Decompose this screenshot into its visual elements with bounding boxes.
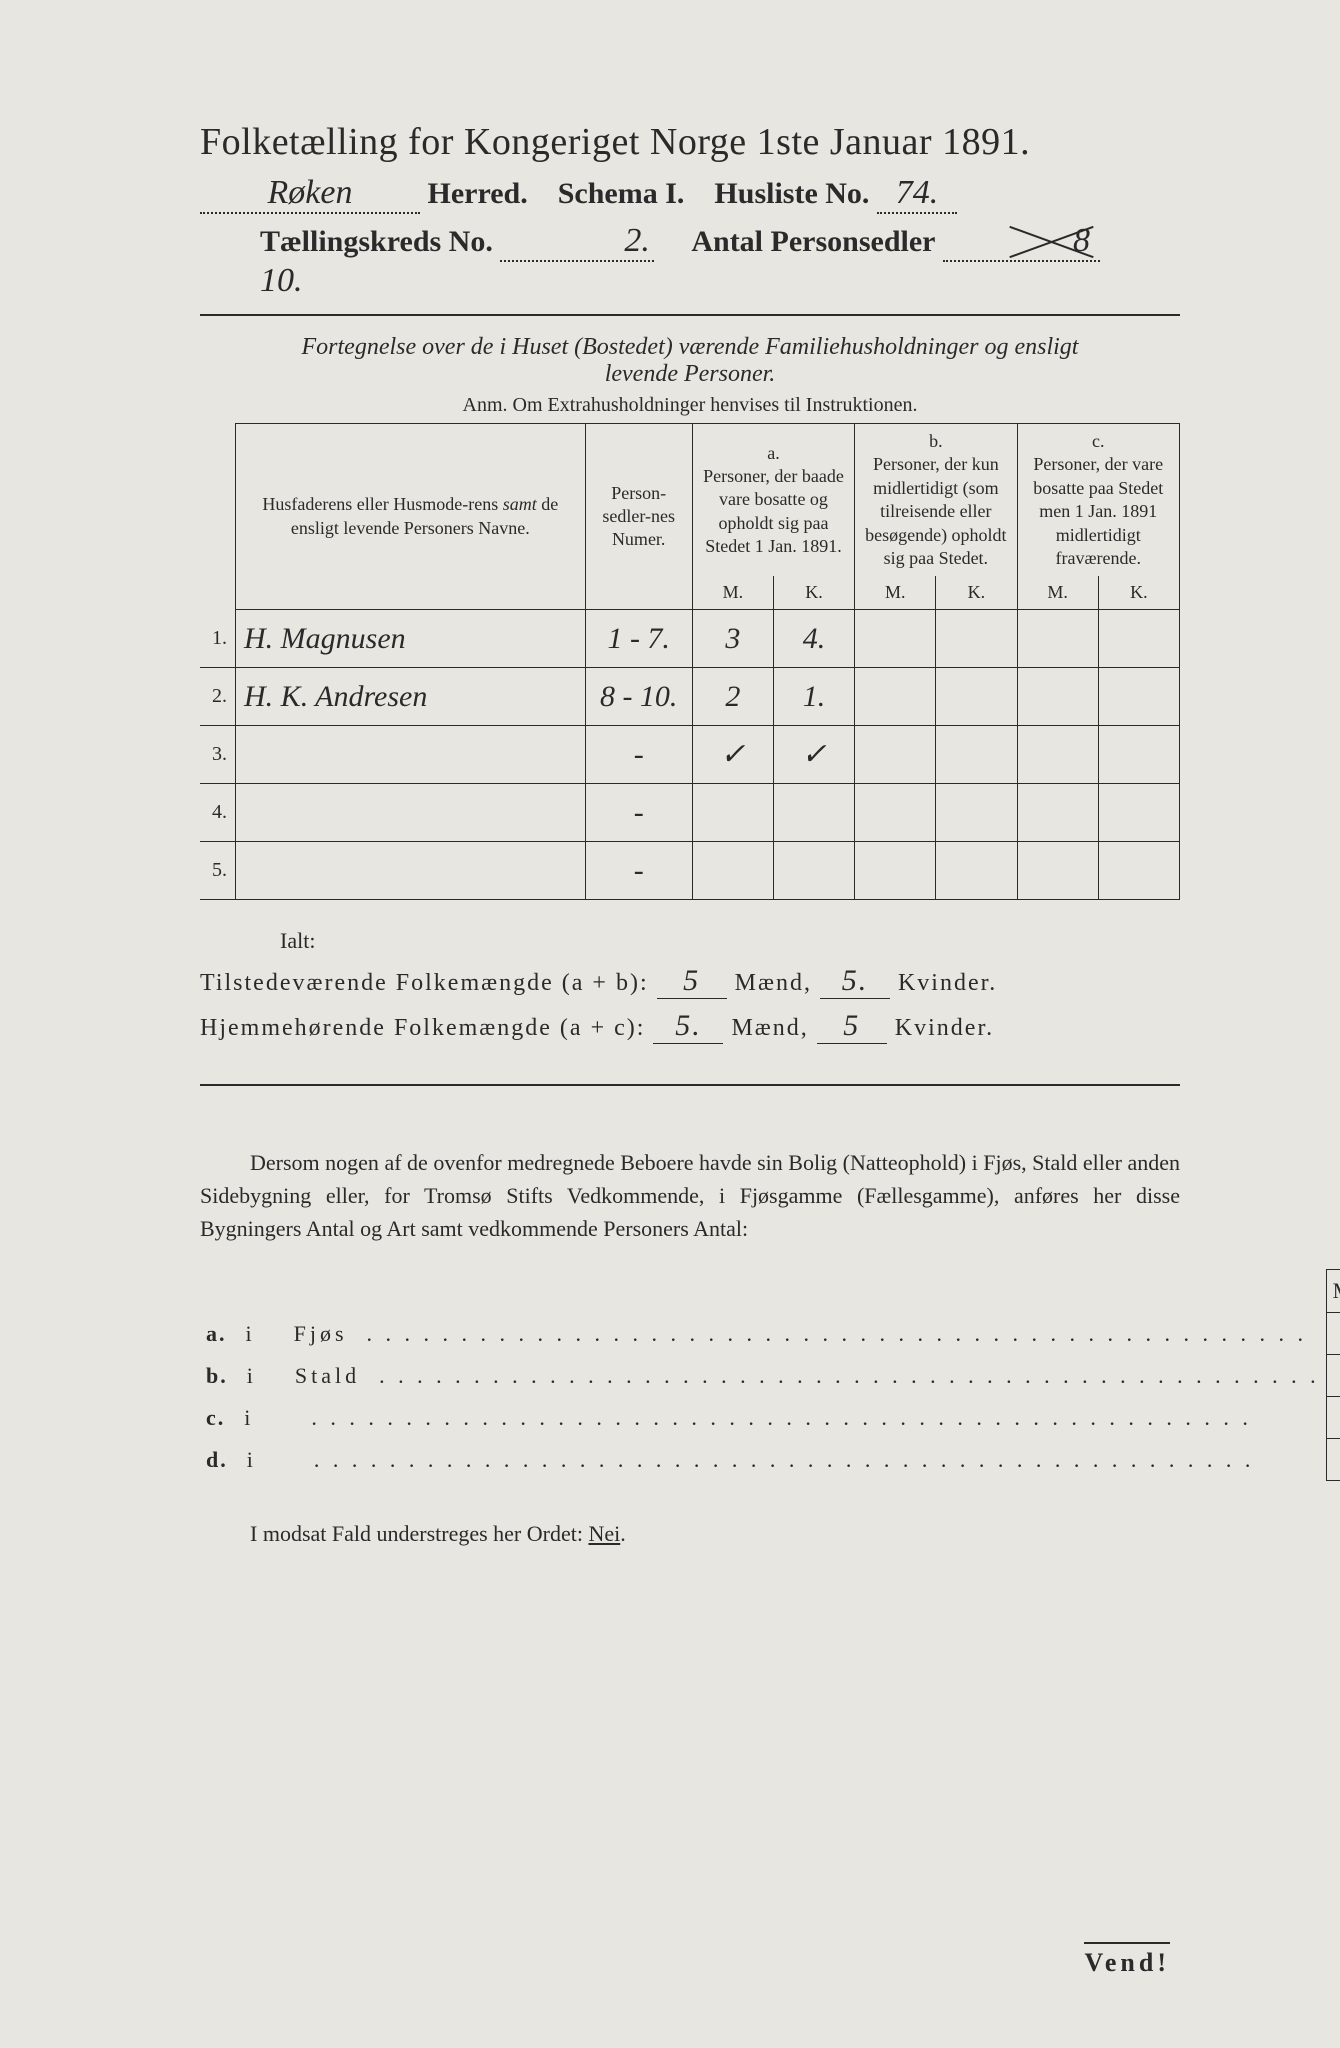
row-bk [936, 784, 1017, 842]
lower-m [1326, 1439, 1340, 1481]
nei-line: I modsat Fald understreges her Ordet: Ne… [200, 1521, 1180, 1547]
household-table: Husfaderens eller Husmode-rens samt de e… [200, 423, 1180, 900]
row-name [236, 842, 586, 900]
row-bk [936, 610, 1017, 668]
table-row: 1.H. Magnusen1 - 7.34. [200, 610, 1180, 668]
totals-block: Ialt: Tilstedeværende Folkemængde (a + b… [200, 928, 1180, 1044]
herred-value: Røken [200, 174, 420, 214]
lower-m [1326, 1397, 1340, 1439]
lower-row: a. i Fjøs . . . . . . . . . . . . . . . … [200, 1313, 1340, 1355]
tilstede-k: 5. [820, 964, 890, 999]
hjemme-k: 5 [817, 1009, 887, 1044]
ialt-label: Ialt: [200, 928, 1180, 954]
row-bm [855, 610, 936, 668]
row-bk [936, 842, 1017, 900]
husliste-label: Husliste No. [714, 177, 869, 210]
row-bk [936, 726, 1017, 784]
title-year: 1891. [942, 121, 1030, 163]
lower-head-m: Mænd. [1326, 1270, 1340, 1313]
divider [200, 314, 1180, 316]
col-b-header: b. Personer, der kun midlertidigt (som t… [855, 424, 1017, 577]
lower-m [1326, 1355, 1340, 1397]
title-text: Folketælling for Kongeriget Norge 1ste J… [200, 121, 932, 163]
lower-table: Mænd. Kvinder. a. i Fjøs . . . . . . . .… [200, 1269, 1340, 1481]
divider-2 [200, 1084, 1180, 1086]
vend-label: Vend! [1084, 1942, 1170, 1978]
row-ck [1098, 842, 1179, 900]
table-row: 5.- [200, 842, 1180, 900]
row-cm [1017, 726, 1098, 784]
row-num: 1 - 7. [585, 610, 692, 668]
husliste-value: 74. [877, 174, 957, 214]
antal-label: Antal Personsedler [691, 225, 935, 258]
col-c-header: c. Personer, der vare bosatte paa Stedet… [1017, 424, 1179, 577]
c-k: K. [1098, 576, 1179, 610]
kreds-line: Tællingskreds No. 2. Antal Personsedler … [200, 222, 1180, 300]
col-a-header: a. Personer, der baade vare bosatte og o… [692, 424, 854, 577]
row-name: H. K. Andresen [236, 668, 586, 726]
row-am: 2 [692, 668, 773, 726]
kreds-value: 2. [500, 222, 654, 262]
row-bm [855, 842, 936, 900]
row-cm [1017, 784, 1098, 842]
kreds-label: Tællingskreds No. [260, 225, 493, 258]
anm-note: Anm. Om Extrahusholdninger henvises til … [200, 394, 1180, 417]
census-form-page: Folketælling for Kongeriget Norge 1ste J… [0, 0, 1340, 2048]
table-row: 2.H. K. Andresen8 - 10.21. [200, 668, 1180, 726]
row-name [236, 784, 586, 842]
herred-label: Herred. [428, 177, 528, 210]
tilstede-m: 5 [657, 964, 727, 999]
a-m: M. [692, 576, 773, 610]
row-bm [855, 726, 936, 784]
row-ck [1098, 668, 1179, 726]
row-am [692, 784, 773, 842]
hjemme-m: 5. [653, 1009, 723, 1044]
col-name-header: Husfaderens eller Husmode-rens samt de e… [236, 424, 586, 610]
row-name: H. Magnusen [236, 610, 586, 668]
b-k: K. [936, 576, 1017, 610]
row-ak: 1. [773, 668, 854, 726]
lower-row: d. i . . . . . . . . . . . . . . . . . .… [200, 1439, 1340, 1481]
hjemme-label: Hjemmehørende Folkemængde (a + c): [200, 1015, 645, 1041]
lower-paragraph: Dersom nogen af de ovenfor medregnede Be… [200, 1146, 1180, 1245]
row-ck [1098, 610, 1179, 668]
table-row: 4.- [200, 784, 1180, 842]
row-bk [936, 668, 1017, 726]
row-bm [855, 784, 936, 842]
b-m: M. [855, 576, 936, 610]
c-m: M. [1017, 576, 1098, 610]
row-am: 3 [692, 610, 773, 668]
a-k: K. [773, 576, 854, 610]
table-row: 3.-✓✓ [200, 726, 1180, 784]
schema-label: Schema I. [558, 177, 685, 210]
row-ak [773, 784, 854, 842]
row-ak: 4. [773, 610, 854, 668]
row-cm [1017, 668, 1098, 726]
description: Fortegnelse over de i Huset (Bostedet) v… [200, 334, 1180, 388]
antal-crossed: 8 [943, 222, 1100, 262]
row-num: - [585, 784, 692, 842]
row-cm [1017, 610, 1098, 668]
row-cm [1017, 842, 1098, 900]
row-am [692, 842, 773, 900]
lower-row: b. i Stald . . . . . . . . . . . . . . .… [200, 1355, 1340, 1397]
row-num: 8 - 10. [585, 668, 692, 726]
row-ck [1098, 784, 1179, 842]
tilstede-label: Tilstedeværende Folkemængde (a + b): [200, 970, 649, 996]
row-num: - [585, 726, 692, 784]
row-num: - [585, 842, 692, 900]
herred-line: Røken Herred. Schema I. Husliste No. 74. [200, 174, 1180, 214]
lower-row: c. i . . . . . . . . . . . . . . . . . .… [200, 1397, 1340, 1439]
row-ak [773, 842, 854, 900]
antal-value: 10. [200, 262, 303, 300]
row-bm [855, 668, 936, 726]
main-title: Folketælling for Kongeriget Norge 1ste J… [200, 120, 1180, 164]
lower-m [1326, 1313, 1340, 1355]
row-am: ✓ [692, 726, 773, 784]
row-ck [1098, 726, 1179, 784]
row-ak: ✓ [773, 726, 854, 784]
col-num-header: Person-sedler-nes Numer. [585, 424, 692, 610]
row-name [236, 726, 586, 784]
